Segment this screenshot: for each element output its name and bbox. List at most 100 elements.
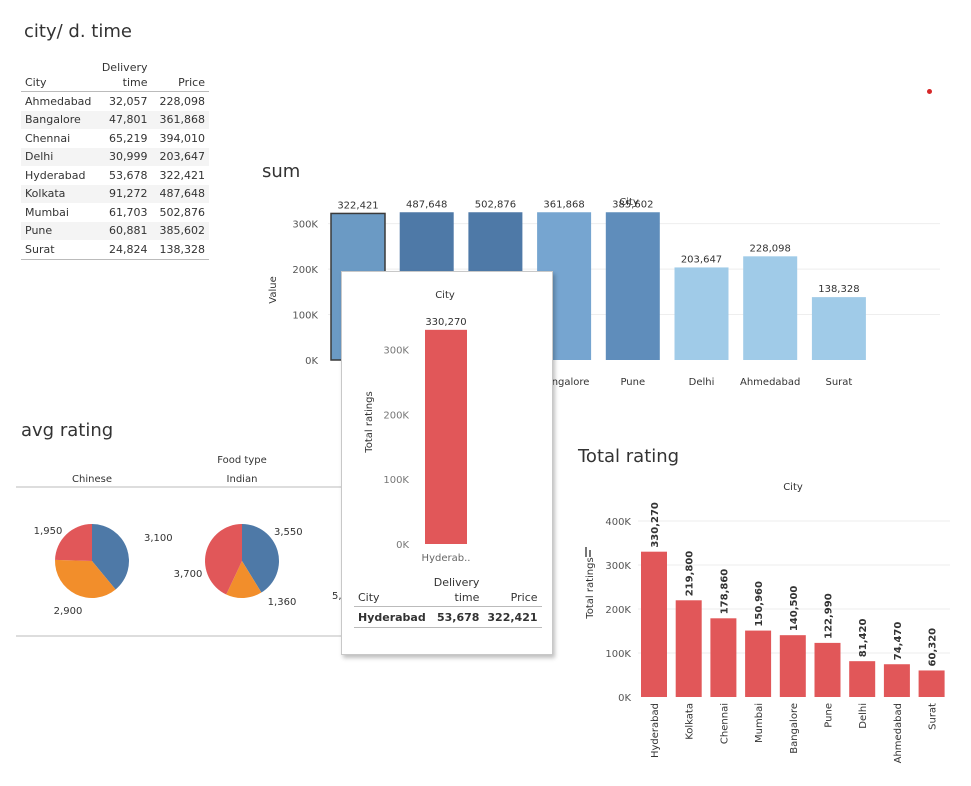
cell-price: 322,421 xyxy=(159,168,206,182)
table-row[interactable]: Surat 24,824 138,328 xyxy=(21,240,209,259)
bar-value-label: 487,648 xyxy=(406,199,447,210)
bar-value-label: 60,320 xyxy=(928,628,939,667)
table-header-row: City Delivery time Price xyxy=(21,60,209,92)
cell-price: 394,010 xyxy=(159,131,206,145)
y-axis-label: Total ratings xyxy=(364,391,375,453)
table-row[interactable]: Delhi 30,999 203,647 xyxy=(21,147,209,166)
y-tick-label: 0K xyxy=(618,693,631,704)
pie-slice xyxy=(92,524,129,590)
cell-delivery-time: 30,999 xyxy=(109,150,148,164)
y-tick-label: 0K xyxy=(396,540,409,551)
pie-slice-label: 3,700 xyxy=(174,569,203,580)
pie-partial-label: 5, xyxy=(332,591,342,602)
tooltip-delivery-time: 53,678 xyxy=(436,610,480,624)
bar xyxy=(641,551,667,697)
cell-city: Ahmedabad xyxy=(25,94,92,108)
bar-value-label: 330,270 xyxy=(425,317,466,328)
table-row[interactable]: Pune 60,881 385,602 xyxy=(21,221,209,240)
y-tick-label: 300K xyxy=(292,220,318,231)
x-tick-label: Mumbai xyxy=(754,703,765,743)
bar-value-label: 140,500 xyxy=(789,586,800,632)
cell-delivery-time: 47,801 xyxy=(109,113,148,127)
sort-icon xyxy=(585,547,587,557)
bar xyxy=(674,267,729,360)
city-time-title: city/ d. time xyxy=(24,21,132,42)
bar-value-label: 203,647 xyxy=(681,254,722,265)
col-header-city[interactable]: City xyxy=(25,76,47,89)
x-tick-label: Pune xyxy=(824,703,835,728)
cell-city: Delhi xyxy=(25,150,54,164)
pie-slice-label: 1,360 xyxy=(268,597,297,608)
pie-panel-header: Chinese xyxy=(72,474,112,485)
table-row[interactable]: Kolkata 91,272 487,648 xyxy=(21,184,209,203)
y-tick-label: 100K xyxy=(383,475,409,486)
cell-city: Hyderabad xyxy=(25,168,86,182)
cell-price: 138,328 xyxy=(159,242,206,256)
tooltip-col-city: City xyxy=(358,591,380,604)
x-tick-label: Pune xyxy=(620,377,645,388)
cell-price: 502,876 xyxy=(159,205,206,219)
table-row[interactable]: Ahmedabad 32,057 228,098 xyxy=(21,92,209,111)
x-tick-label: Surat xyxy=(928,703,939,730)
x-tick-label: Bangalore xyxy=(789,703,800,754)
cell-city: Surat xyxy=(25,242,55,256)
x-tick-label: Surat xyxy=(825,377,852,388)
bar xyxy=(918,670,945,697)
bar xyxy=(710,618,737,697)
avg-rating-pie-chart[interactable]: Food type Chinese 3,100 2,900 1,950 Indian 3,5… xyxy=(16,450,346,640)
cell-city: Kolkata xyxy=(25,187,66,201)
bar-value-label: 322,421 xyxy=(337,200,378,211)
indicator-dot xyxy=(927,89,932,94)
table-row[interactable]: Bangalore 47,801 361,868 xyxy=(21,110,209,129)
cell-city: Bangalore xyxy=(25,113,81,127)
bar xyxy=(745,630,772,697)
pie-column-header: Food type xyxy=(217,455,267,466)
cell-price: 228,098 xyxy=(159,94,206,108)
pie-slice-label: 2,900 xyxy=(54,606,83,617)
y-tick-label: 100K xyxy=(292,311,318,322)
y-axis-label: Value xyxy=(268,276,279,303)
pie-slice xyxy=(55,559,116,598)
y-tick-label: 200K xyxy=(605,605,631,616)
table-row[interactable]: Hyderabad 53,678 322,421 xyxy=(21,166,209,185)
bar xyxy=(849,661,876,697)
bar xyxy=(605,212,660,360)
x-tick-label: Chennai xyxy=(719,703,730,744)
bar-value-label: 385,602 xyxy=(612,199,653,210)
col-header-delivery-time[interactable]: Delivery time xyxy=(101,61,148,89)
y-tick-label: 300K xyxy=(605,561,631,572)
bar-value-label: 361,868 xyxy=(543,199,584,210)
sum-title: sum xyxy=(262,161,301,182)
cell-delivery-time: 24,824 xyxy=(109,242,148,256)
bar-value-label: 74,470 xyxy=(893,622,904,661)
pie-slice xyxy=(226,561,262,598)
y-tick-label: 100K xyxy=(605,649,631,660)
pie-slice xyxy=(242,524,279,593)
bar-value-label: 228,098 xyxy=(750,243,791,254)
chart-title: City xyxy=(619,197,639,208)
x-tick-label: Hyderabad xyxy=(650,703,661,758)
pie-slice-label: 1,950 xyxy=(34,526,63,537)
x-tick-label: Delhi xyxy=(689,377,715,388)
bar-value-label: 219,800 xyxy=(685,551,696,597)
cell-price: 385,602 xyxy=(159,224,206,238)
cell-delivery-time: 32,057 xyxy=(109,94,148,108)
bar xyxy=(743,256,798,360)
cell-city: Chennai xyxy=(25,131,71,145)
total-rating-title: Total rating xyxy=(578,446,680,467)
cell-price: 203,647 xyxy=(159,150,206,164)
table-row[interactable]: Chennai 65,219 394,010 xyxy=(21,129,209,148)
chart-title: City xyxy=(783,482,803,493)
cell-delivery-time: 91,272 xyxy=(109,187,148,201)
y-axis-label: Total ratings xyxy=(585,557,596,619)
bar xyxy=(811,297,866,360)
total-rating-bar-chart[interactable]: City Total ratings 400K 300K 200K 100K 0K 330,2… xyxy=(578,476,953,776)
y-tick-label: 400K xyxy=(605,517,631,528)
bar xyxy=(814,642,841,697)
table-row[interactable]: Mumbai 61,703 502,876 xyxy=(21,203,209,222)
x-tick-label: Bangalore xyxy=(539,377,590,388)
col-header-price[interactable]: Price xyxy=(178,76,205,89)
city-delivery-table: City Delivery time Price Ahmedabad 32,057… xyxy=(21,60,209,260)
pie-slice-label: 3,550 xyxy=(274,527,303,538)
y-tick-label: 300K xyxy=(383,345,409,356)
